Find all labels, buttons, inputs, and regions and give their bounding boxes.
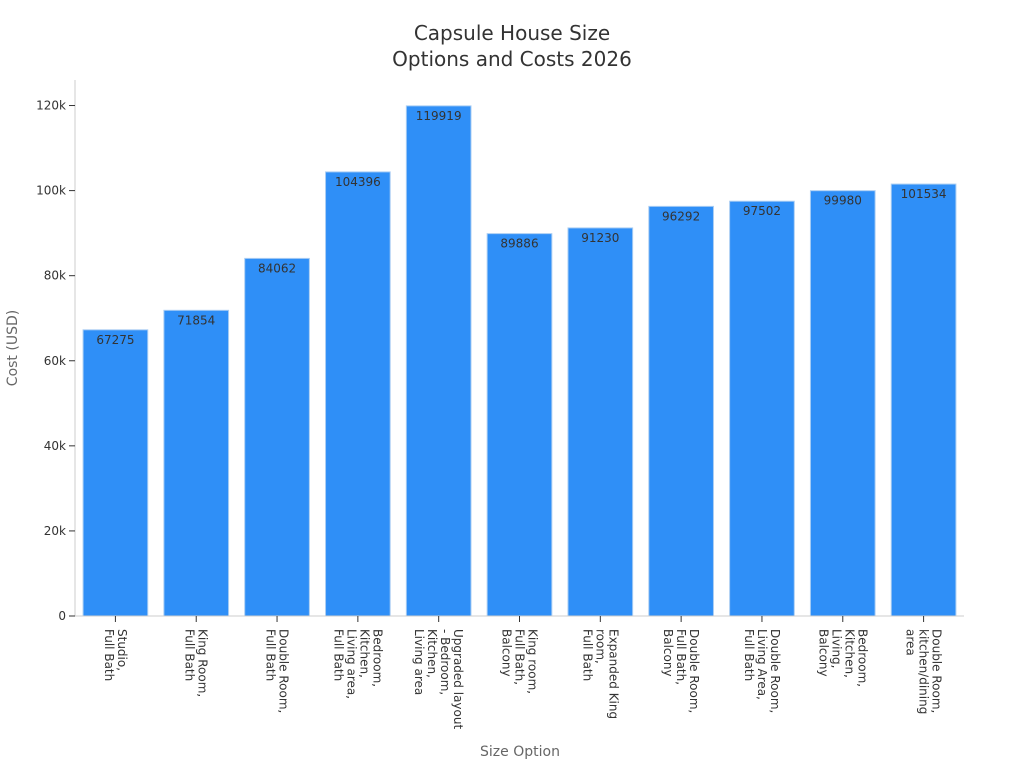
x-category-label-line: Full Bath xyxy=(183,629,197,681)
x-category-label-line: Living area xyxy=(412,629,426,695)
x-category-label-line: Full Bath, xyxy=(513,629,527,685)
x-category-label-line: Studio, xyxy=(115,629,129,671)
bar xyxy=(890,183,957,617)
chart-title-line-2: Options and Costs 2026 xyxy=(392,47,632,71)
x-category-label-line: Expanded King xyxy=(606,629,620,719)
x-category-label-line: Full Bath, xyxy=(674,629,688,685)
x-category-label-line: Full Bath xyxy=(102,629,116,681)
x-category-label-line: Balcony xyxy=(661,629,675,677)
x-category-label: King Room,Full Bath xyxy=(183,629,210,697)
x-category-label: Expanded Kingroom,Full Bath xyxy=(580,629,620,719)
x-category-label-line: Balcony xyxy=(816,629,830,677)
y-tick-label: 120k xyxy=(36,99,66,113)
bar xyxy=(82,329,149,617)
bar xyxy=(163,309,230,617)
x-category-label: Bedroom,Kitchen,Living,Balcony xyxy=(816,629,869,687)
x-axis-title: Size Option xyxy=(480,744,560,760)
x-category-label-line: Living, xyxy=(829,629,843,669)
x-category-label: Double Room,Full Bath,Balcony xyxy=(661,629,701,713)
bar-value-label: 84062 xyxy=(258,261,296,275)
x-category-label-line: Kitchen, xyxy=(842,629,856,678)
x-category-label-line: Full Bath xyxy=(331,629,345,681)
y-tick-label: 40k xyxy=(44,439,66,453)
chart-title-line-1: Capsule House Size xyxy=(414,21,610,45)
y-tick-label: 0 xyxy=(58,609,66,623)
x-category-label-line: Double Room, xyxy=(768,629,782,713)
x-category-label-line: Living area, xyxy=(344,629,358,699)
bars-group xyxy=(82,105,957,617)
bar-value-label: 97502 xyxy=(743,204,781,218)
y-tick-label: 20k xyxy=(44,524,66,538)
bar-value-label: 89886 xyxy=(500,237,538,251)
bar xyxy=(405,105,472,617)
x-category-label-line: Full Bath xyxy=(580,629,594,681)
x-category-label-line: Balcony xyxy=(500,629,514,677)
x-category-label: Double Room,kitchen/diningarea xyxy=(904,629,944,714)
x-category-label-line: Double Room, xyxy=(687,629,701,713)
chart-title: Capsule House Size Options and Costs 202… xyxy=(392,21,632,71)
x-category-label-line: Living Area, xyxy=(755,629,769,700)
x-category-label-line: Bedroom, xyxy=(370,629,384,687)
bar-value-label: 104396 xyxy=(335,175,381,189)
y-axis-ticks: 0 20k 40k 60k 80k 100k 120k xyxy=(36,99,75,623)
bar xyxy=(325,171,391,617)
x-category-label-line: King Room, xyxy=(196,629,210,697)
x-category-label: King room,Full Bath,Balcony xyxy=(500,629,540,694)
bar-value-label: 67275 xyxy=(96,333,134,347)
bar-value-label: 119919 xyxy=(416,109,462,123)
x-category-label-line: Double Room, xyxy=(277,629,291,713)
x-category-label-line: Upgraded layout xyxy=(451,629,465,729)
y-tick-label: 100k xyxy=(36,184,66,198)
x-category-label-line: room, xyxy=(593,629,607,664)
bar xyxy=(648,205,714,617)
bar-value-label: 99980 xyxy=(824,194,862,208)
x-category-label-line: King room, xyxy=(526,629,540,694)
x-category-label-line: area xyxy=(904,629,918,656)
y-axis-title: Cost (USD) xyxy=(5,310,21,386)
bar-value-label: 96292 xyxy=(662,209,700,223)
x-category-label-line: kitchen/dining xyxy=(917,629,931,714)
x-category-label-line: Double Room, xyxy=(930,629,944,713)
x-category-label-line: Kitchen, xyxy=(357,629,371,678)
x-axis-ticks: Studio,Full Bath King Room,Full Bath Doubl… xyxy=(102,616,944,729)
y-tick-label: 80k xyxy=(44,269,66,283)
x-category-label: Bedroom,Kitchen,Living area,Full Bath xyxy=(331,629,384,699)
bar xyxy=(809,190,876,617)
x-category-label: Double Room,Living Area,Full Bath xyxy=(742,629,782,713)
x-category-label-line: - Bedroom, xyxy=(438,629,452,695)
x-category-label: Studio,Full Bath xyxy=(102,629,129,681)
x-category-label-line: Bedroom, xyxy=(855,629,869,687)
bar-labels-group: 67275 71854 84062 104396 119919 89886 91230 962… xyxy=(96,109,946,347)
bar-value-label: 91230 xyxy=(581,231,619,245)
y-tick-label: 60k xyxy=(44,354,66,368)
bar-value-label: 101534 xyxy=(901,187,947,201)
bar xyxy=(729,200,795,617)
bar xyxy=(486,233,553,617)
bar-value-label: 71854 xyxy=(177,313,215,327)
x-category-label: Upgraded layout- Bedroom,Kitchen,Living … xyxy=(412,629,465,729)
bar xyxy=(244,257,310,617)
x-category-label-line: Full Bath xyxy=(742,629,756,681)
x-category-label-line: Full Bath xyxy=(264,629,278,681)
x-category-label: Double Room,Full Bath xyxy=(264,629,291,713)
x-category-label-line: Kitchen, xyxy=(425,629,439,678)
bar xyxy=(567,227,634,617)
